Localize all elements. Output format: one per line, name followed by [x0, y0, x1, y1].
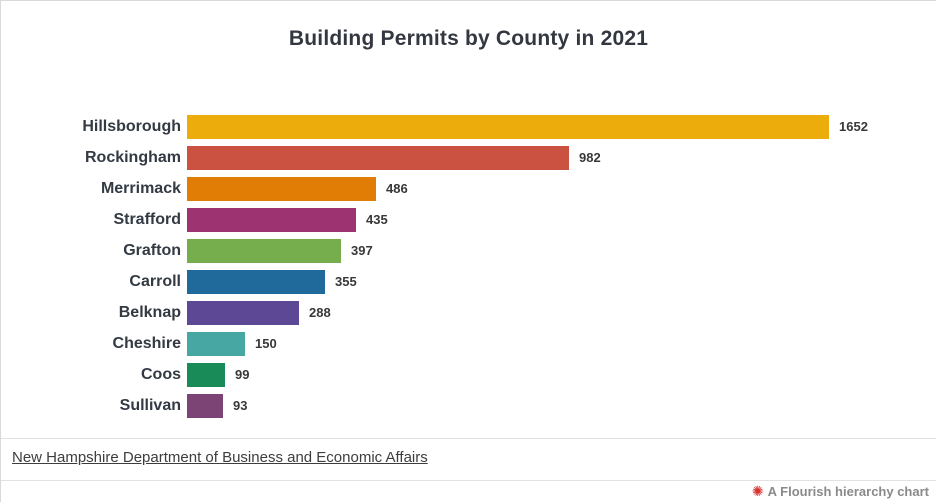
category-label: Coos — [141, 366, 181, 383]
value-label: 435 — [366, 212, 388, 227]
category-label: Merrimack — [100, 180, 181, 197]
chart-row: Coos 99 — [1, 363, 936, 387]
bar[interactable] — [187, 394, 223, 418]
bar-track: 435 — [187, 208, 936, 232]
category-label: Hillsborough — [82, 118, 181, 135]
bar-track: 288 — [187, 301, 936, 325]
chart-row: Merrimack 486 — [1, 177, 936, 201]
flourish-credit-label: A Flourish hierarchy chart — [767, 484, 929, 499]
chart-row: Hillsborough 1652 — [1, 115, 936, 139]
bar-track: 397 — [187, 239, 936, 263]
bar-track: 982 — [187, 146, 936, 170]
source-divider — [1, 438, 936, 439]
flourish-starburst-icon: ✺ — [751, 483, 764, 500]
value-label: 93 — [233, 398, 248, 413]
value-label: 1652 — [839, 119, 868, 134]
bar-track: 355 — [187, 270, 936, 294]
bar-track: 99 — [187, 363, 936, 387]
chart-row: Grafton 397 — [1, 239, 936, 263]
bar[interactable] — [187, 363, 225, 387]
bar-track: 150 — [187, 332, 936, 356]
source-link[interactable]: New Hampshire Department of Business and… — [12, 449, 428, 466]
chart-row: Rockingham 982 — [1, 146, 936, 170]
value-label: 982 — [579, 150, 601, 165]
category-label: Sullivan — [119, 397, 181, 414]
value-label: 288 — [309, 305, 331, 320]
category-label: Rockingham — [84, 149, 181, 166]
chart-title: Building Permits by County in 2021 — [288, 27, 649, 50]
bar-chart: Hillsborough 1652 Rockingham 982 Merrima… — [1, 115, 936, 425]
bar[interactable] — [187, 146, 569, 170]
bar-track: 486 — [187, 177, 936, 201]
bar[interactable] — [187, 115, 829, 139]
category-label: Grafton — [123, 242, 181, 259]
category-label: Carroll — [129, 273, 181, 290]
chart-row: Carroll 355 — [1, 270, 936, 294]
bar[interactable] — [187, 239, 341, 263]
chart-row: Sullivan 93 — [1, 394, 936, 418]
flourish-credit-link[interactable]: ✺ A Flourish hierarchy chart — [752, 484, 929, 499]
category-label: Cheshire — [112, 335, 181, 352]
bar[interactable] — [187, 270, 325, 294]
value-label: 355 — [335, 274, 357, 289]
value-label: 397 — [351, 243, 373, 258]
bar[interactable] — [187, 208, 356, 232]
value-label: 486 — [386, 181, 408, 196]
footer-divider — [1, 480, 936, 481]
value-label: 150 — [255, 336, 277, 351]
bar[interactable] — [187, 332, 245, 356]
bar[interactable] — [187, 177, 376, 201]
chart-row: Strafford 435 — [1, 208, 936, 232]
bar[interactable] — [187, 301, 299, 325]
value-label: 99 — [235, 367, 250, 382]
bar-track: 93 — [187, 394, 936, 418]
category-label: Belknap — [118, 304, 181, 321]
bar-track: 1652 — [187, 115, 936, 139]
chart-row: Cheshire 150 — [1, 332, 936, 356]
chart-row: Belknap 288 — [1, 301, 936, 325]
category-label: Strafford — [113, 211, 181, 228]
